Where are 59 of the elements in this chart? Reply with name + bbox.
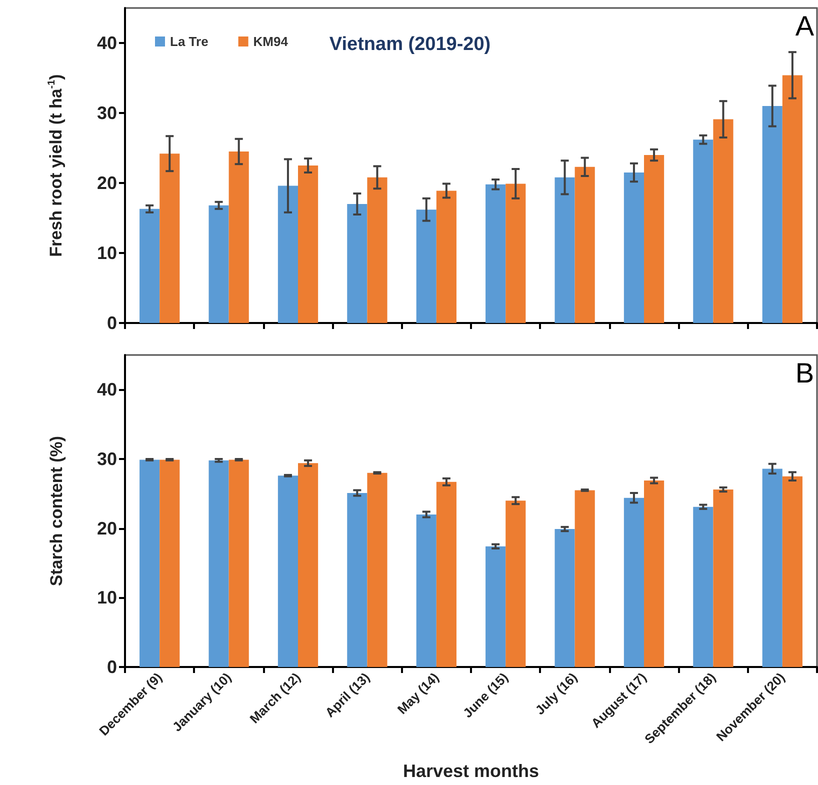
- bar: [693, 506, 714, 667]
- bar: [278, 476, 298, 667]
- bar: [347, 492, 368, 667]
- y-tick-label: 30: [96, 449, 117, 469]
- y-tick-label: 0: [106, 657, 117, 677]
- bar: [436, 190, 456, 323]
- bar: [782, 75, 802, 323]
- x-axis-title: Harvest months: [402, 761, 540, 781]
- bar: [762, 468, 782, 667]
- legend-label: KM94: [253, 34, 289, 49]
- bar: [644, 155, 664, 323]
- annotation: A: [795, 10, 814, 42]
- annotation: B: [795, 358, 814, 388]
- bar: [713, 490, 734, 667]
- bar: [486, 546, 506, 667]
- y-tick-label: 40: [96, 33, 117, 53]
- legend-label: La Tre: [170, 34, 208, 49]
- bar: [436, 482, 456, 667]
- bar: [506, 184, 526, 323]
- bar: [554, 529, 575, 667]
- y-tick-label: 10: [96, 243, 117, 263]
- x-tick-label: May (14): [394, 670, 442, 718]
- bar: [574, 166, 595, 323]
- y-tick-label: 20: [96, 173, 117, 193]
- y-axis-title: Fresh root yield (t ha-1): [46, 74, 66, 257]
- bar: [416, 514, 436, 667]
- bar: [367, 177, 388, 323]
- bar: [228, 460, 249, 667]
- bar: [486, 184, 506, 323]
- bar: [624, 172, 644, 323]
- bar: [416, 210, 436, 323]
- bar: [208, 205, 229, 323]
- y-tick-label: 30: [96, 103, 117, 123]
- bar: [506, 500, 526, 667]
- bar: [693, 140, 714, 323]
- y-axis-title: Starch content (%): [47, 436, 66, 586]
- bar: [644, 480, 664, 667]
- bar: [298, 463, 318, 667]
- bar: [278, 186, 298, 323]
- bar: [624, 498, 644, 667]
- bar: [160, 154, 180, 323]
- bar: [208, 460, 229, 667]
- bar: [347, 204, 368, 323]
- y-tick-label: 20: [96, 518, 117, 538]
- bar: [140, 208, 160, 323]
- bar: [228, 152, 249, 323]
- bar: [298, 166, 318, 323]
- bar: [782, 476, 802, 667]
- y-tick-label: 0: [106, 313, 117, 333]
- y-tick-label: 40: [96, 380, 117, 400]
- bar: [140, 460, 160, 667]
- text: Vietnam (2019-20): [329, 34, 491, 55]
- bar: [367, 472, 388, 667]
- bar: [554, 177, 575, 323]
- bar: [762, 106, 782, 323]
- bar: [713, 119, 734, 323]
- bar: [160, 460, 180, 667]
- y-tick-label: 10: [96, 588, 117, 608]
- bar: [574, 490, 595, 667]
